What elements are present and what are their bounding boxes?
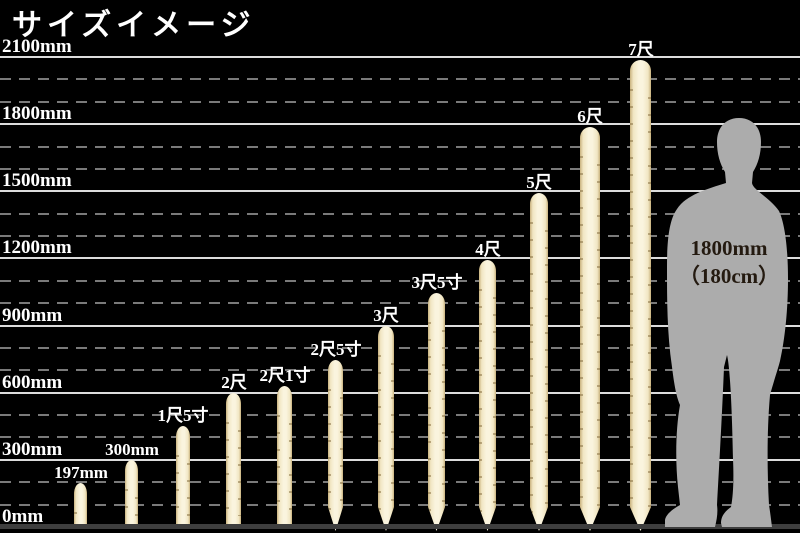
- y-axis-tick-label: 600mm: [2, 372, 63, 393]
- gridline-minor: [0, 369, 800, 371]
- stake-size-label: 1尺5寸: [157, 406, 209, 425]
- stake-bar: [277, 386, 292, 526]
- stake-bar: [226, 393, 241, 526]
- stake-bar: [378, 326, 394, 531]
- y-axis-tick-label: 1800mm: [2, 103, 72, 124]
- y-axis-tick-label: 300mm: [2, 439, 63, 460]
- stake-bar: [530, 193, 548, 531]
- reference-human-figure: 1800mm （180cm）: [664, 117, 794, 529]
- stake-size-label: 197mm: [54, 463, 108, 482]
- stake-bar: [428, 293, 445, 531]
- gridline-major: [0, 459, 800, 461]
- stake-size-label: 300mm: [105, 440, 159, 459]
- stake-size-label: 4尺: [475, 240, 501, 259]
- y-axis-tick-label: 1500mm: [2, 170, 72, 191]
- stake-size-label: 2尺1寸: [259, 366, 311, 385]
- stake-size-label: 3尺5寸: [411, 273, 463, 292]
- gridline-minor: [0, 302, 800, 304]
- gridline-minor: [0, 436, 800, 438]
- gridline-minor: [0, 235, 800, 237]
- gridline-minor: [0, 280, 800, 282]
- ground-baseline: [0, 524, 800, 529]
- y-axis-tick-label: 900mm: [2, 305, 63, 326]
- stake-size-label: 6尺: [577, 107, 603, 126]
- page-title: サイズイメージ: [12, 9, 256, 42]
- gridline-minor: [0, 504, 800, 506]
- gridline-major: [0, 190, 800, 192]
- gridline-minor: [0, 101, 800, 103]
- stake-bar: [479, 260, 496, 531]
- gridline-minor: [0, 168, 800, 170]
- figure-height-label: 1800mm （180cm）: [664, 234, 794, 291]
- gridline-major: [0, 257, 800, 259]
- gridline-minor: [0, 146, 800, 148]
- y-axis-tick-label: 1200mm: [2, 237, 72, 258]
- figure-height-cm: （180cm）: [678, 264, 780, 289]
- gridline-minor: [0, 481, 800, 483]
- stake-size-label: 2尺: [221, 373, 247, 392]
- stake-bar: [125, 460, 138, 526]
- stake-size-label: 7尺: [628, 40, 654, 59]
- stake-size-label: 2尺5寸: [310, 340, 362, 359]
- gridline-major: [0, 392, 800, 394]
- gridline-minor: [0, 414, 800, 416]
- stake-bar: [580, 127, 600, 531]
- stake-bar: [176, 426, 190, 526]
- gridline-major: [0, 56, 800, 58]
- gridline-major: [0, 123, 800, 125]
- stake-bar: [630, 60, 651, 531]
- y-axis-tick-label: 0mm: [2, 506, 44, 527]
- figure-height-mm: 1800mm: [690, 236, 768, 260]
- gridline-major: [0, 325, 800, 327]
- stake-size-label: 3尺: [373, 306, 399, 325]
- gridline-minor: [0, 213, 800, 215]
- gridline-minor: [0, 78, 800, 80]
- human-silhouette-icon: [665, 118, 788, 527]
- stake-bar: [328, 360, 343, 531]
- y-axis-tick-label: 2100mm: [2, 36, 72, 57]
- stake-bar: [74, 483, 87, 526]
- gridline-minor: [0, 347, 800, 349]
- stake-size-label: 5尺: [526, 173, 552, 192]
